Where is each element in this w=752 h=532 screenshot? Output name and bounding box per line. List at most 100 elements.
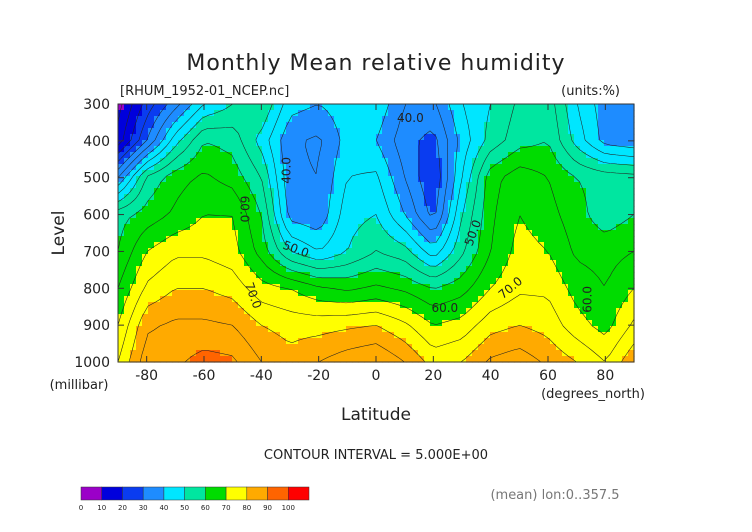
field-cell <box>256 104 263 111</box>
field-cell <box>124 320 131 327</box>
field-cell <box>328 266 335 273</box>
field-cell <box>520 308 527 315</box>
field-cell <box>268 314 275 321</box>
field-cell <box>520 176 527 183</box>
field-cell <box>292 134 299 141</box>
field-cell <box>514 290 521 297</box>
field-cell <box>310 332 317 339</box>
field-cell <box>604 152 611 159</box>
field-cell <box>220 236 227 243</box>
field-cell <box>424 320 431 327</box>
field-cell <box>238 140 245 147</box>
field-cell <box>220 134 227 141</box>
field-cell <box>232 182 239 189</box>
field-cell <box>574 308 581 315</box>
field-cell <box>484 134 491 141</box>
colorbar-swatch <box>80 486 102 501</box>
field-cell <box>334 290 341 297</box>
field-cell <box>490 218 497 225</box>
field-cell <box>610 326 617 333</box>
field-cell <box>544 266 551 273</box>
field-cell <box>496 176 503 183</box>
field-cell <box>514 128 521 135</box>
field-cell <box>394 254 401 261</box>
field-cell <box>376 122 383 129</box>
field-cell <box>262 302 269 309</box>
field-cell <box>436 170 443 177</box>
field-cell <box>484 350 491 357</box>
field-cell <box>184 350 191 357</box>
field-cell <box>196 272 203 279</box>
field-cell <box>118 290 125 297</box>
field-cell <box>214 296 221 303</box>
field-cell <box>232 296 239 303</box>
field-cell <box>406 356 413 363</box>
field-cell <box>262 104 269 111</box>
field-cell <box>238 290 245 297</box>
field-cell <box>250 182 257 189</box>
field-cell <box>148 128 155 135</box>
field-cell <box>472 314 479 321</box>
field-cell <box>154 134 161 141</box>
field-cell <box>130 260 137 267</box>
field-cell <box>388 140 395 147</box>
field-cell <box>214 128 221 135</box>
field-cell <box>394 302 401 309</box>
field-cell <box>388 278 395 285</box>
field-cell <box>214 176 221 183</box>
y-tick-label: 900 <box>83 318 110 334</box>
field-cell <box>352 170 359 177</box>
field-cell <box>382 296 389 303</box>
field-cell <box>346 170 353 177</box>
field-cell <box>406 188 413 195</box>
field-cell <box>148 110 155 117</box>
field-cell <box>304 248 311 255</box>
field-cell <box>598 266 605 273</box>
field-cell <box>286 236 293 243</box>
field-cell <box>292 278 299 285</box>
field-cell <box>280 176 287 183</box>
field-cell <box>160 320 167 327</box>
field-cell <box>532 278 539 285</box>
field-cell <box>442 314 449 321</box>
field-cell <box>418 266 425 273</box>
field-cell <box>472 266 479 273</box>
field-cell <box>412 242 419 249</box>
field-cell <box>508 188 515 195</box>
field-cell <box>184 218 191 225</box>
field-cell <box>340 170 347 177</box>
field-cell <box>154 236 161 243</box>
field-cell <box>388 296 395 303</box>
field-cell <box>346 122 353 129</box>
field-cell <box>310 212 317 219</box>
field-cell <box>304 134 311 141</box>
field-cell <box>544 224 551 231</box>
field-cell <box>226 302 233 309</box>
field-cell <box>208 188 215 195</box>
field-cell <box>502 302 509 309</box>
field-cell <box>286 158 293 165</box>
field-cell <box>196 134 203 141</box>
field-cell <box>412 338 419 345</box>
field-cell <box>292 152 299 159</box>
field-cell <box>214 326 221 333</box>
field-cell <box>400 260 407 267</box>
field-cell <box>538 164 545 171</box>
field-cell <box>592 116 599 123</box>
field-cell <box>604 344 611 351</box>
field-cell <box>454 278 461 285</box>
field-cell <box>274 152 281 159</box>
field-cell <box>580 212 587 219</box>
field-cell <box>184 332 191 339</box>
field-cell <box>166 206 173 213</box>
field-cell <box>490 206 497 213</box>
field-cell <box>190 110 197 117</box>
field-cell <box>130 326 137 333</box>
field-cell <box>166 104 173 111</box>
field-cell <box>406 110 413 117</box>
field-cell <box>502 344 509 351</box>
field-cell <box>544 350 551 357</box>
field-cell <box>544 206 551 213</box>
field-cell <box>220 164 227 171</box>
field-cell <box>400 290 407 297</box>
